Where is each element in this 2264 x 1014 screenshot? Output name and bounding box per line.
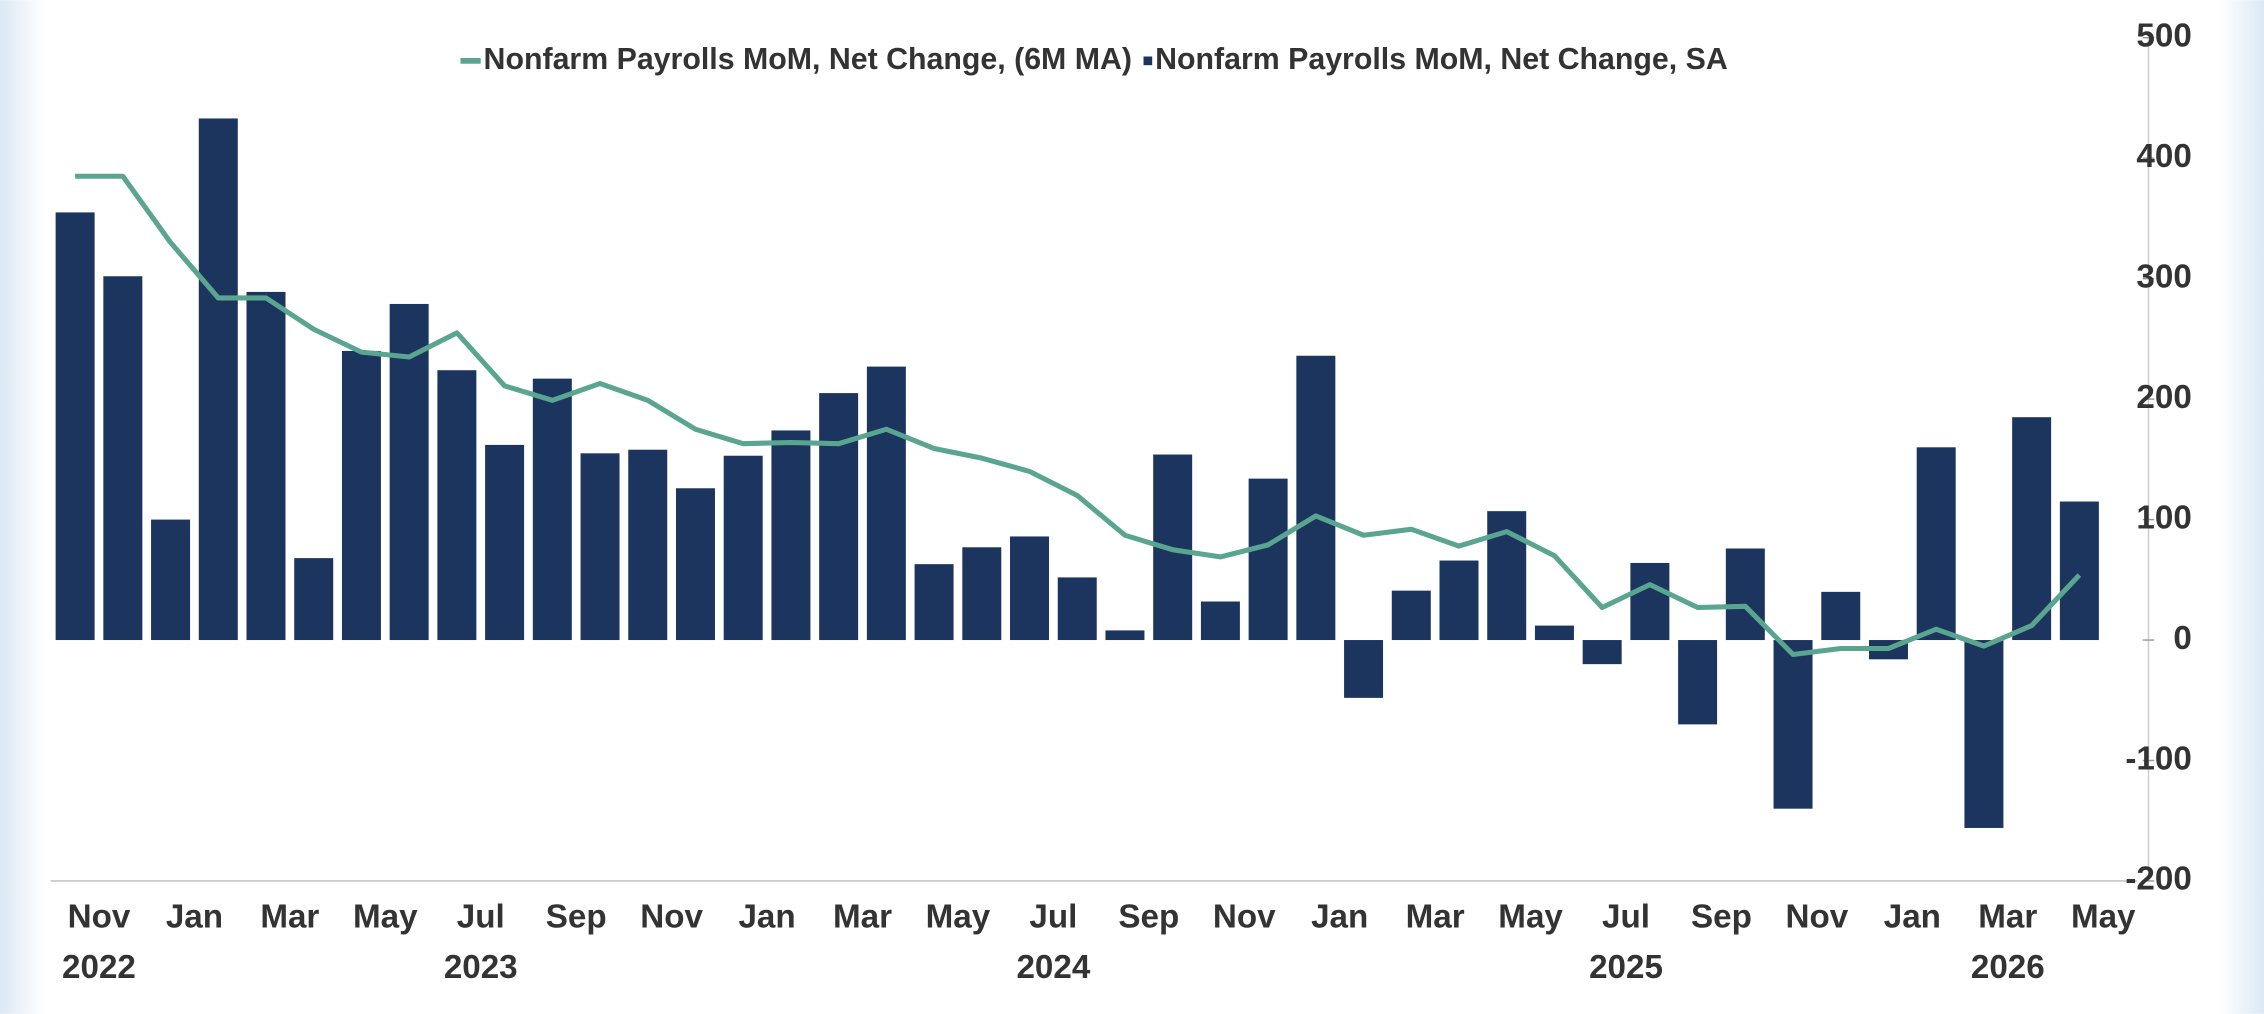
legend-swatch xyxy=(1143,56,1153,66)
bar xyxy=(1916,447,1956,641)
y-tick-label: 200 xyxy=(2136,379,2191,416)
bar xyxy=(1773,640,1813,809)
y-tick-label: 400 xyxy=(2136,138,2191,175)
bar xyxy=(1534,625,1574,641)
bar xyxy=(532,378,572,641)
legend: Nonfarm Payrolls MoM, Net Change, (6M MA… xyxy=(460,43,1728,76)
y-tick-label: -200 xyxy=(2125,861,2191,898)
x-year-label: 2025 xyxy=(1589,949,1663,986)
bar xyxy=(198,118,238,641)
bar xyxy=(1057,577,1097,641)
bar xyxy=(1344,640,1384,698)
x-tick-label: May xyxy=(1498,898,1563,935)
bar xyxy=(1200,601,1240,641)
x-tick-label: Mar xyxy=(833,898,892,935)
bar xyxy=(1391,590,1431,641)
x-tick-label: Nov xyxy=(640,898,703,935)
x-year-label: 2022 xyxy=(62,949,136,986)
x-year-label: 2024 xyxy=(1016,949,1090,986)
x-tick-label: Sep xyxy=(1118,898,1179,935)
bar xyxy=(485,444,525,641)
y-tick-label: -100 xyxy=(2125,740,2191,777)
bar xyxy=(819,393,859,641)
bar xyxy=(771,430,811,641)
x-tick-label: Mar xyxy=(1406,898,1465,935)
x-tick-label: Jan xyxy=(166,898,223,935)
x-tick-label: Nov xyxy=(1213,898,1276,935)
x-tick-label: May xyxy=(2071,898,2136,935)
x-tick-label: Sep xyxy=(1691,898,1752,935)
x-tick-label: Jan xyxy=(738,898,795,935)
bar xyxy=(675,488,715,641)
legend-label: Nonfarm Payrolls MoM, Net Change, SA xyxy=(1155,43,1728,76)
x-tick-label: Jan xyxy=(1311,898,1368,935)
bar xyxy=(1105,630,1145,641)
x-tick-label: Mar xyxy=(260,898,319,935)
bar xyxy=(151,519,191,641)
bar xyxy=(1248,478,1288,641)
bar xyxy=(1582,640,1622,665)
bar xyxy=(1010,536,1050,641)
x-tick-label: Jul xyxy=(1029,898,1077,935)
bar xyxy=(246,291,286,641)
bar xyxy=(723,455,763,641)
x-year-label: 2026 xyxy=(1971,949,2045,986)
bar xyxy=(1725,548,1765,641)
y-tick-label: 0 xyxy=(2173,620,2191,657)
bar xyxy=(2059,501,2099,641)
bar xyxy=(1439,560,1479,641)
bar xyxy=(2012,417,2052,641)
bar xyxy=(103,276,143,641)
x-tick-label: Jan xyxy=(1884,898,1941,935)
bar xyxy=(1678,640,1718,725)
bar xyxy=(294,558,334,641)
bar xyxy=(1296,355,1336,641)
x-tick-label: Sep xyxy=(546,898,607,935)
bar xyxy=(437,370,477,641)
bar xyxy=(1821,591,1861,641)
x-tick-label: May xyxy=(353,898,418,935)
x-tick-label: Jul xyxy=(1602,898,1650,935)
y-tick-label: 100 xyxy=(2136,499,2191,536)
bar xyxy=(55,212,95,641)
bar xyxy=(962,547,1002,641)
legend-label: Nonfarm Payrolls MoM, Net Change, (6M MA… xyxy=(484,43,1132,76)
x-tick-label: Mar xyxy=(1978,898,2037,935)
x-year-label: 2023 xyxy=(444,949,518,986)
bar xyxy=(628,449,668,641)
bar xyxy=(341,350,381,641)
x-tick-label: Nov xyxy=(68,898,131,935)
line xyxy=(75,173,2082,658)
bar xyxy=(1630,562,1670,641)
x-tick-label: May xyxy=(926,898,991,935)
bar xyxy=(1964,640,2004,828)
bar xyxy=(580,453,620,641)
y-tick-label: 500 xyxy=(2136,18,2191,55)
x-tick-label: Nov xyxy=(1786,898,1849,935)
bar xyxy=(914,564,954,641)
bar xyxy=(866,366,906,641)
bar xyxy=(389,303,429,641)
y-tick-label: 300 xyxy=(2136,258,2191,295)
x-tick-label: Jul xyxy=(457,898,505,935)
